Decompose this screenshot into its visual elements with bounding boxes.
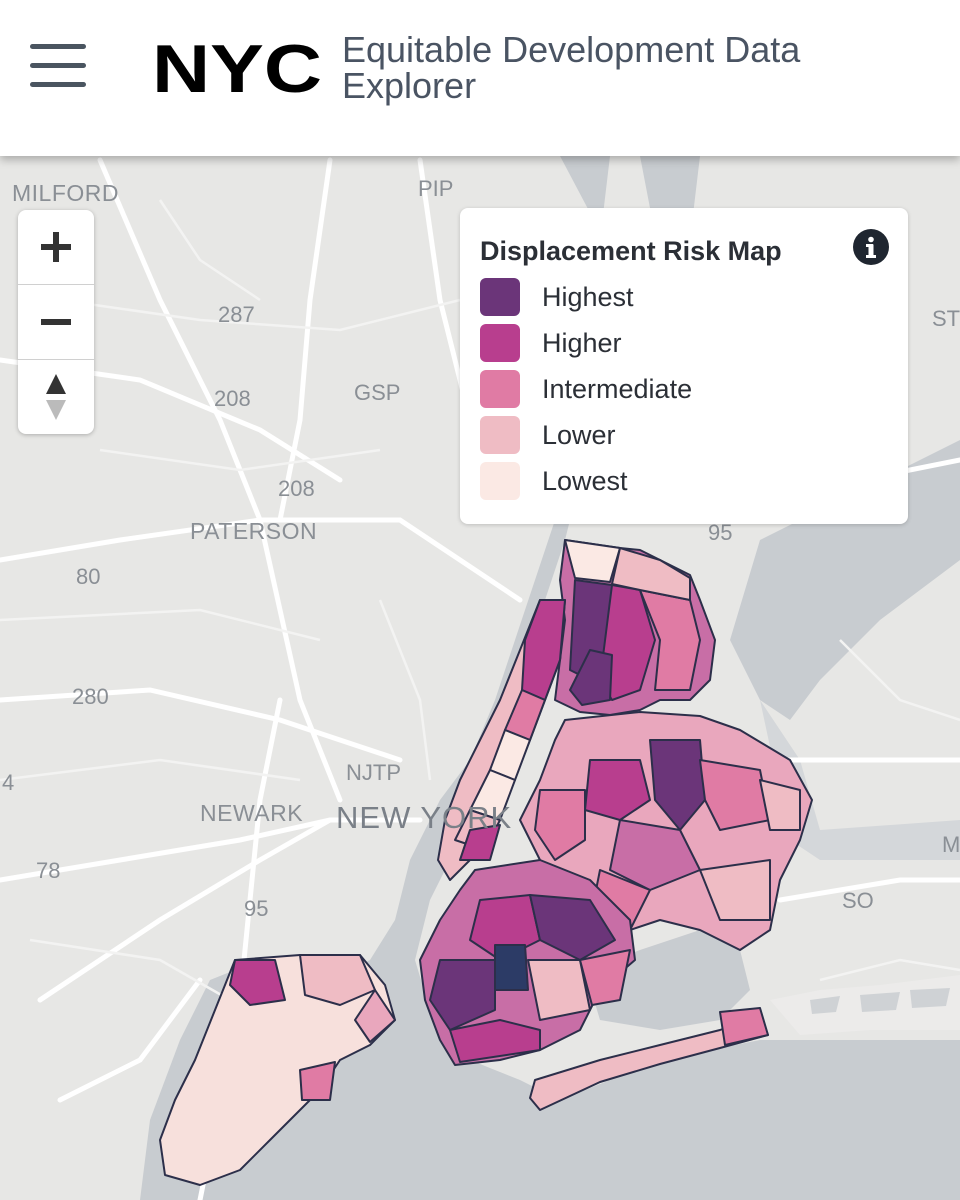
- road-label-287: 287: [218, 302, 255, 327]
- road-label-95-b: 95: [708, 520, 733, 545]
- plus-icon: [41, 232, 71, 262]
- zoom-out-button[interactable]: [18, 285, 94, 359]
- road-label-95: 95: [244, 896, 269, 921]
- legend-label: Highest: [542, 282, 634, 312]
- road-label-208-b: 208: [278, 476, 315, 501]
- road-label-st: ST: [932, 306, 960, 331]
- legend-swatch: [480, 278, 520, 316]
- legend-panel: Displacement Risk Map Highest Higher Int…: [460, 208, 908, 524]
- reset-bearing-button[interactable]: [18, 360, 94, 434]
- road-label-78: 78: [36, 858, 61, 883]
- road-label-80: 80: [76, 564, 101, 589]
- app-title: Equitable Development Data Explorer: [342, 29, 801, 106]
- minus-icon: [41, 319, 71, 325]
- compass-arrow-icon: [46, 374, 66, 420]
- legend-swatch: [480, 462, 520, 500]
- road-label-gsp: GSP: [354, 380, 401, 405]
- road-label-pip: PIP: [418, 176, 454, 201]
- legend-label: Intermediate: [542, 374, 693, 404]
- legend-swatch: [480, 416, 520, 454]
- info-icon[interactable]: [853, 229, 889, 265]
- road-label-208: 208: [214, 386, 251, 411]
- svg-text:NYC: NYC: [152, 36, 322, 98]
- legend-label: Lower: [542, 420, 616, 450]
- road-label-280: 280: [72, 684, 109, 709]
- road-label-njtp: NJTP: [346, 760, 401, 785]
- place-label-milford: MILFORD: [12, 180, 119, 206]
- legend-label: Lowest: [542, 466, 628, 496]
- legend-swatch: [480, 324, 520, 362]
- legend-label: Higher: [542, 328, 622, 358]
- road-label-4: 4: [2, 770, 15, 795]
- nyc-logo: NYC: [152, 36, 322, 98]
- place-label-new-york: NEW YORK: [336, 800, 513, 835]
- road-label-so: SO: [842, 888, 874, 913]
- zoom-in-button[interactable]: [18, 210, 94, 284]
- road-label-m: M: [942, 832, 960, 857]
- zoom-control: [18, 210, 94, 434]
- hamburger-menu-icon[interactable]: [30, 44, 86, 88]
- app-header: NYC Equitable Development Data Explorer: [0, 0, 960, 156]
- legend-swatch: [480, 370, 520, 408]
- place-label-newark: NEWARK: [200, 800, 304, 826]
- legend-title: Displacement Risk Map: [480, 236, 782, 266]
- place-label-paterson: PATERSON: [190, 518, 318, 544]
